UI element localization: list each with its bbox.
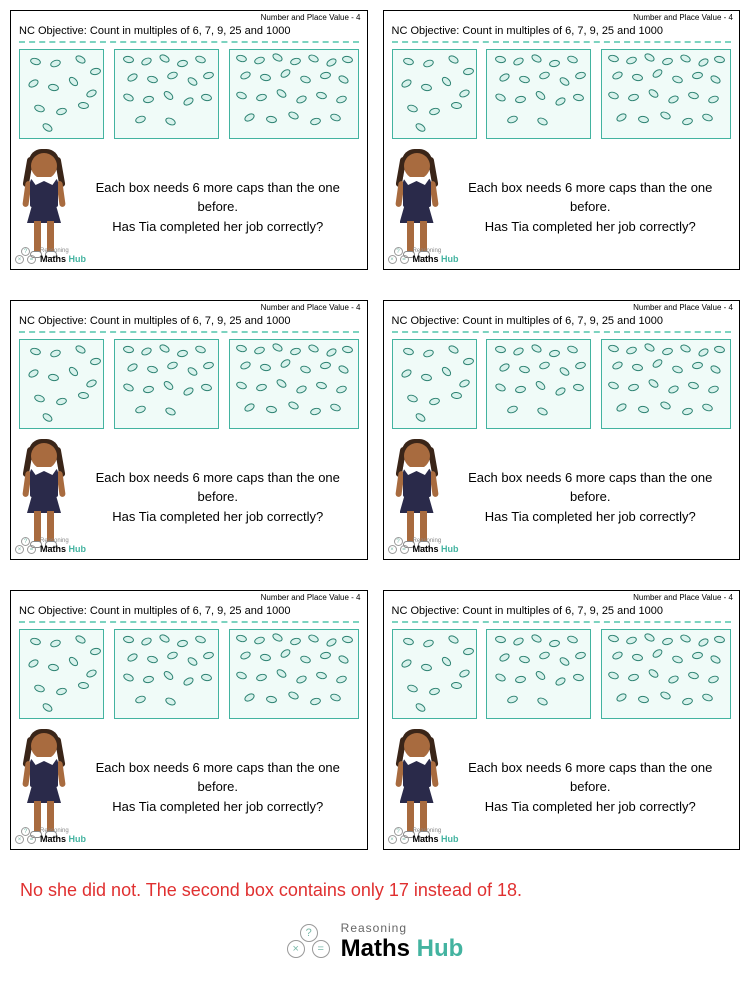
boxes-row [392, 339, 732, 429]
caps-box [392, 629, 477, 719]
header-label: Number and Place Value - 4 [261, 303, 361, 312]
caps-box [229, 339, 359, 429]
objective-text: NC Objective: Count in multiples of 6, 7… [19, 315, 359, 327]
answer-text: No she did not. The second box contains … [20, 880, 730, 901]
logo-icon: ?×= [287, 924, 331, 960]
question-text: Each box needs 6 more caps than the one … [450, 758, 732, 817]
logo-text: Reasoning Maths Hub [341, 921, 464, 963]
header-label: Number and Place Value - 4 [261, 13, 361, 22]
objective-text: NC Objective: Count in multiples of 6, 7… [19, 25, 359, 37]
caps-box [486, 629, 591, 719]
worksheet-card: Number and Place Value - 4 NC Objective: … [10, 10, 368, 270]
caps-box [114, 629, 219, 719]
card-logo: ?×=ReasoningMaths Hub [388, 827, 459, 845]
footer-logo: ?×= Reasoning Maths Hub [10, 921, 740, 963]
caps-box [392, 339, 477, 429]
card-logo: ?×=ReasoningMaths Hub [15, 537, 86, 555]
caps-box [114, 49, 219, 139]
card-logo: ?×=ReasoningMaths Hub [388, 537, 459, 555]
worksheet-card: Number and Place Value - 4 NC Objective: … [383, 300, 741, 560]
question-text: Each box needs 6 more caps than the one … [450, 468, 732, 527]
header-label: Number and Place Value - 4 [633, 13, 733, 22]
objective-text: NC Objective: Count in multiples of 6, 7… [392, 605, 732, 617]
card-logo: ?×=ReasoningMaths Hub [15, 827, 86, 845]
caps-box [114, 339, 219, 429]
worksheet-card: Number and Place Value - 4 NC Objective: … [383, 590, 741, 850]
caps-box [229, 629, 359, 719]
header-label: Number and Place Value - 4 [261, 593, 361, 602]
header-label: Number and Place Value - 4 [633, 303, 733, 312]
question-text: Each box needs 6 more caps than the one … [450, 178, 732, 237]
worksheet-card: Number and Place Value - 4 NC Objective: … [10, 300, 368, 560]
boxes-row [19, 629, 359, 719]
caps-box [601, 339, 731, 429]
question-text: Each box needs 6 more caps than the one … [77, 178, 359, 237]
worksheet-card: Number and Place Value - 4 NC Objective: … [383, 10, 741, 270]
caps-box [19, 49, 104, 139]
objective-text: NC Objective: Count in multiples of 6, 7… [19, 605, 359, 617]
objective-text: NC Objective: Count in multiples of 6, 7… [392, 315, 732, 327]
caps-box [486, 49, 591, 139]
caps-box [19, 629, 104, 719]
boxes-row [19, 339, 359, 429]
caps-box [392, 49, 477, 139]
caps-box [601, 629, 731, 719]
card-logo: ?×=ReasoningMaths Hub [15, 247, 86, 265]
caps-box [601, 49, 731, 139]
caps-box [19, 339, 104, 429]
header-label: Number and Place Value - 4 [633, 593, 733, 602]
question-text: Each box needs 6 more caps than the one … [77, 758, 359, 817]
question-text: Each box needs 6 more caps than the one … [77, 468, 359, 527]
worksheet-card: Number and Place Value - 4 NC Objective: … [10, 590, 368, 850]
objective-text: NC Objective: Count in multiples of 6, 7… [392, 25, 732, 37]
caps-box [229, 49, 359, 139]
card-logo: ?×=ReasoningMaths Hub [388, 247, 459, 265]
boxes-row [392, 629, 732, 719]
boxes-row [392, 49, 732, 139]
worksheet-grid: Number and Place Value - 4 NC Objective: … [10, 10, 740, 850]
boxes-row [19, 49, 359, 139]
caps-box [486, 339, 591, 429]
